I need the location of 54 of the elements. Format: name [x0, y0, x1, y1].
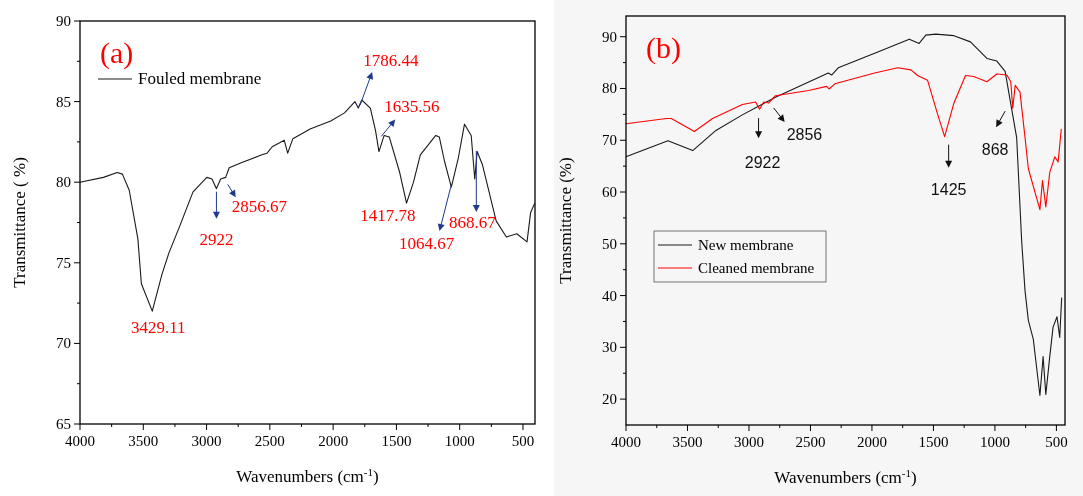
- y-tick-label: 90: [602, 28, 617, 45]
- y-tick-label: 65: [56, 416, 71, 432]
- y-axis-title: Transmittance (%): [556, 157, 575, 284]
- x-tick-label: 500: [511, 433, 535, 449]
- annotation: 1064.67: [398, 234, 455, 254]
- annotation: (a): [100, 36, 134, 70]
- annotation: 3429.11: [130, 318, 186, 338]
- annotation: 2922: [744, 154, 781, 172]
- y-tick-label: 90: [56, 13, 71, 29]
- x-tick-label: 1500: [918, 434, 949, 450]
- annotation: 1417.78: [360, 206, 416, 226]
- y-tick-label: 60: [602, 184, 617, 201]
- x-tick-label: 2500: [254, 433, 285, 449]
- x-tick-label: 4000: [611, 434, 641, 450]
- x-tick-label: 500: [1045, 434, 1068, 450]
- legend-label: New membrane: [698, 237, 794, 253]
- annotation: 1635.56: [384, 97, 440, 117]
- annotation: 868.67: [448, 212, 497, 232]
- annotation: 1425: [930, 180, 967, 198]
- x-tick-label: 3000: [733, 434, 764, 450]
- x-axis-title: Wavenumbers (cm$^{-1}$): [236, 466, 379, 486]
- x-tick-label: 3500: [128, 433, 159, 449]
- y-axis-title: Transmittance ( %): [10, 157, 29, 288]
- x-tick-label: 1000: [979, 434, 1010, 450]
- y-tick-label: 70: [602, 132, 617, 149]
- y-tick-label: 85: [56, 93, 71, 110]
- x-axis-title: Wavenumbers (cm$^{-1}$): [774, 467, 917, 487]
- y-tick-label: 80: [602, 80, 617, 97]
- x-tick-label: 1500: [381, 433, 412, 449]
- x-tick-label: 2000: [856, 434, 887, 450]
- annotation: 1786.44: [363, 51, 419, 71]
- annotation: 868: [981, 141, 1009, 159]
- x-tick-label: 3000: [191, 433, 222, 449]
- annotation: 2922: [199, 229, 234, 249]
- y-tick-label: 40: [602, 287, 617, 304]
- x-tick-label: 1000: [444, 433, 475, 449]
- y-tick-label: 30: [602, 339, 617, 356]
- x-tick-label: 2000: [318, 433, 349, 449]
- legend-label: Fouled membrane: [138, 69, 262, 88]
- line-series: [625, 67, 1062, 211]
- line-series: [625, 33, 1063, 397]
- y-tick-label: 75: [56, 254, 71, 271]
- y-tick-label: 20: [602, 391, 617, 408]
- y-tick-label: 70: [56, 335, 71, 352]
- x-tick-label: 3500: [672, 434, 703, 450]
- line-series: [79, 99, 536, 312]
- legend-label: Cleaned membrane: [698, 260, 815, 276]
- x-tick-label: 4000: [65, 433, 95, 449]
- annotation: 2856.67: [231, 197, 288, 217]
- y-tick-label: 50: [602, 235, 617, 252]
- annotation: (b): [646, 31, 681, 65]
- y-tick-label: 80: [56, 174, 71, 191]
- annotation: 2856: [786, 125, 823, 143]
- x-tick-label: 2500: [795, 434, 826, 450]
